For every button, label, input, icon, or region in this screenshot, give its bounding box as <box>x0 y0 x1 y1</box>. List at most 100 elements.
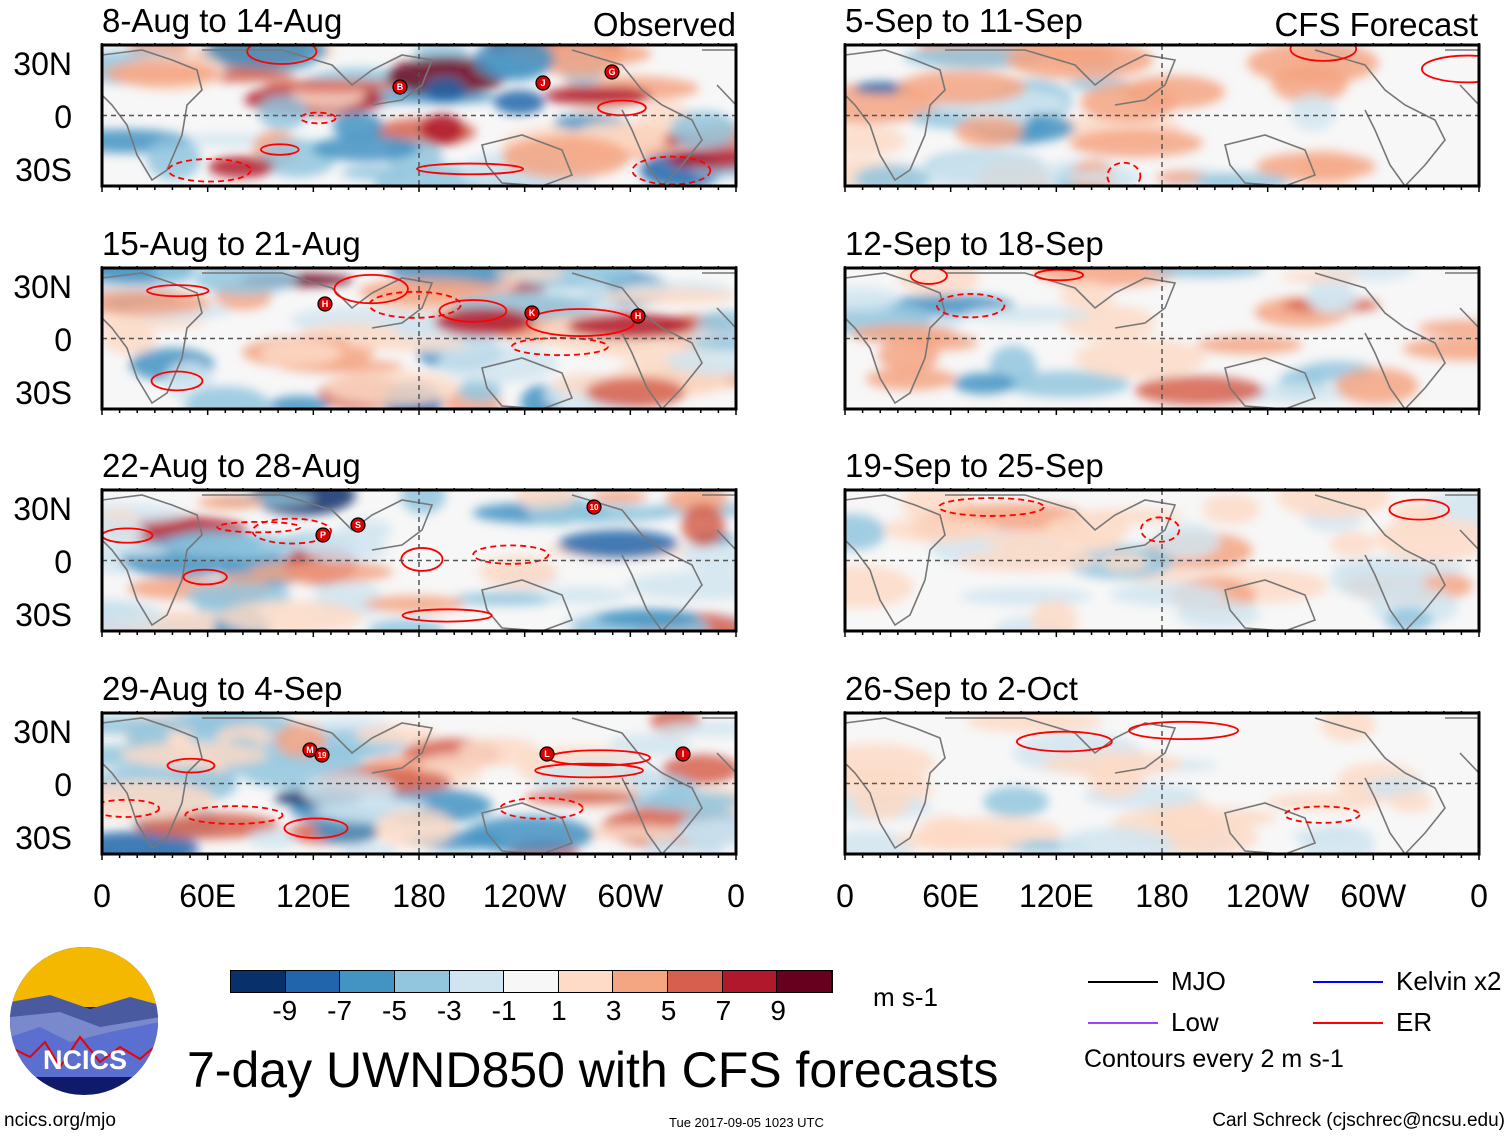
wind-anomaly-blob <box>853 784 910 820</box>
wind-anomaly-blob <box>1193 172 1290 186</box>
map-panel <box>843 43 1481 192</box>
map-panel <box>843 266 1481 415</box>
wind-anomaly-blob <box>585 376 686 408</box>
wind-anomaly-blob <box>102 598 164 631</box>
legend-label: MJO <box>1171 966 1226 996</box>
lat-tick-label: 0 <box>54 99 72 135</box>
lon-tick-label: 0 <box>1470 878 1488 914</box>
wind-anomaly-blob <box>165 532 295 558</box>
panel-title: 29-Aug to 4-Sep <box>102 670 343 707</box>
coastline <box>945 717 1177 774</box>
er-contour <box>184 805 284 825</box>
wind-anomaly-blob <box>983 786 1049 817</box>
wind-anomaly-blob <box>1121 75 1226 109</box>
colorbar-tick-label: 5 <box>660 995 677 1026</box>
wind-anomaly-blob <box>120 742 268 768</box>
er-contour <box>260 143 300 156</box>
legend-line <box>1313 1022 1383 1024</box>
er-contour <box>1128 720 1240 741</box>
coastline <box>702 717 736 775</box>
er-contour <box>534 762 644 779</box>
wind-anomaly-blob <box>248 560 394 583</box>
coastline <box>1445 717 1479 775</box>
panel-title: 22-Aug to 28-Aug <box>102 447 361 484</box>
coastline <box>102 494 203 627</box>
coastline <box>1224 802 1317 854</box>
lon-tick-label: 0 <box>93 878 111 914</box>
wind-anomaly-blob <box>540 586 629 605</box>
er-contour <box>182 568 228 586</box>
wind-anomaly-blob <box>473 45 555 81</box>
storm-label: 10 <box>590 503 599 512</box>
wind-anomaly-blob <box>527 504 675 523</box>
coastline <box>1224 579 1317 631</box>
lat-tick-label: 30S <box>15 152 72 188</box>
wind-anomaly-blob <box>493 90 546 115</box>
wind-anomaly-blob <box>400 490 446 515</box>
tropical-cyclone-marker: K <box>524 305 540 321</box>
lat-tick-label: 30N <box>13 714 72 750</box>
column-label: CFS Forecast <box>1274 6 1478 43</box>
wind-anomaly-blob <box>311 135 420 162</box>
wind-anomaly-blob <box>567 313 692 339</box>
wind-anomaly-blob <box>1074 338 1206 379</box>
wind-anomaly-blob <box>268 395 330 409</box>
colorbar-tick-label: -7 <box>327 995 353 1026</box>
coastline <box>1314 49 1446 186</box>
colorbar-tick-label: -5 <box>382 995 407 1026</box>
wind-anomaly-blob <box>1290 93 1336 131</box>
coastline <box>481 802 574 854</box>
legend-label: Kelvin x2 <box>1396 966 1502 996</box>
er-contour <box>368 290 462 319</box>
lat-tick-label: 30N <box>13 46 72 82</box>
wind-anomaly-blob <box>688 336 736 350</box>
wind-anomaly-blob <box>346 336 468 351</box>
wind-anomaly-blob <box>367 619 446 631</box>
ncics-logo: NCICS <box>10 947 158 1095</box>
wind-anomaly-blob <box>185 386 271 409</box>
wind-anomaly-blob <box>1202 493 1260 525</box>
panel-title: 12-Sep to 18-Sep <box>845 225 1104 262</box>
lat-tick-label: 30S <box>15 597 72 633</box>
wind-anomaly-blob <box>850 324 957 344</box>
contour-note: Contours every 2 m s-1 <box>1084 1045 1344 1073</box>
colorbar-swatch <box>340 971 395 992</box>
er-contour <box>1034 268 1085 282</box>
er-contour <box>1283 805 1361 824</box>
wind-anomaly-blob <box>1059 827 1175 854</box>
wind-anomaly-blob <box>264 79 406 92</box>
wind-anomaly-blob <box>248 829 296 849</box>
wind-anomaly-blob <box>458 736 542 767</box>
wind-anomaly-blob <box>340 165 411 180</box>
wind-anomaly-blob <box>260 339 342 366</box>
lat-tick-label: 30N <box>13 269 72 305</box>
wind-anomaly-blob <box>882 516 1000 543</box>
wind-anomaly-blob <box>1110 582 1227 606</box>
tropical-cyclone-marker: 10 <box>586 499 602 515</box>
er-contour <box>166 757 216 774</box>
coastline <box>1445 49 1479 107</box>
coastline <box>702 494 736 552</box>
coastline <box>202 49 434 106</box>
wind-anomaly-blob <box>845 830 914 854</box>
tropical-cyclone-marker: H <box>630 308 646 324</box>
er-contour <box>416 162 525 176</box>
wind-anomaly-blob <box>1075 508 1184 524</box>
lon-tick-label: 180 <box>392 878 446 914</box>
coastline <box>845 717 946 850</box>
er-contour <box>167 158 252 183</box>
wind-anomaly-blob <box>1418 320 1479 337</box>
er-contour <box>472 544 550 565</box>
er-contour <box>1421 54 1479 84</box>
wind-anomaly-blob <box>1100 552 1148 572</box>
colorbar-swatch <box>722 971 778 992</box>
footer-url[interactable]: ncics.org/mjo <box>4 1110 116 1131</box>
wind-anomaly-blob <box>364 595 465 613</box>
er-contour <box>597 99 647 117</box>
wind-anomaly-blob <box>544 85 652 106</box>
wind-anomaly-blob <box>354 725 437 744</box>
wind-anomaly-blob <box>102 324 158 355</box>
figure-title: 7-day UWND850 with CFS forecasts <box>187 1042 999 1098</box>
colorbar <box>230 970 833 993</box>
map-panel: B J G <box>100 43 738 192</box>
